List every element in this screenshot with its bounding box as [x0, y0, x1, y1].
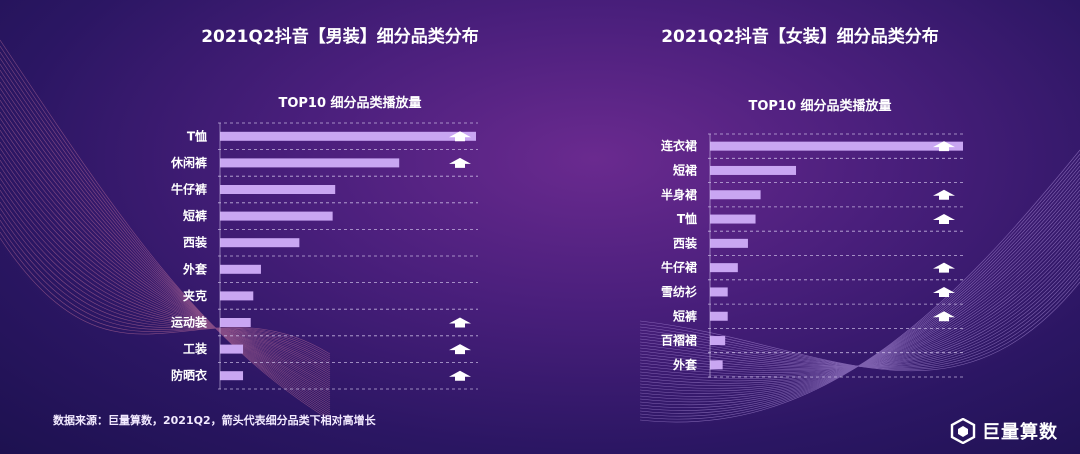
female-bar	[710, 287, 728, 297]
male-bar	[220, 264, 261, 274]
female-chart-title: 2021Q2抖音【女装】细分品类分布	[661, 27, 939, 47]
female-growth-arrow-icon	[933, 311, 955, 322]
female-category-label: 西装	[673, 235, 697, 250]
female-bar	[710, 336, 726, 346]
female-bar	[710, 190, 761, 200]
male-bar	[220, 131, 476, 141]
male-bar	[220, 291, 254, 301]
male-growth-arrow-icon	[449, 157, 471, 168]
female-growth-arrow-icon	[933, 262, 955, 273]
female-bar	[710, 263, 738, 273]
logo-icon	[950, 418, 976, 444]
female-bar	[710, 165, 797, 175]
female-bar	[710, 141, 963, 151]
male-growth-arrow-icon	[449, 370, 471, 381]
male-bar	[220, 318, 251, 327]
male-category-label: 工装	[183, 341, 207, 356]
male-growth-arrow-icon	[449, 344, 471, 355]
female-category-label: 短裙	[673, 162, 697, 177]
female-growth-arrow-icon	[933, 214, 955, 225]
female-bar	[710, 360, 723, 370]
male-bar	[220, 211, 333, 221]
data-source-note: 数据来源：巨量算数，2021Q2，箭头代表细分品类下相对高增长	[53, 414, 376, 427]
male-bar	[220, 158, 400, 168]
female-category-label: 百褶裙	[661, 333, 697, 348]
male-bar	[220, 238, 300, 248]
female-growth-arrow-icon	[933, 189, 955, 200]
female-category-label: 连衣裙	[661, 138, 697, 153]
male-chart-subtitle: TOP10 细分品类播放量	[278, 96, 422, 111]
female-category-label: 短裤	[673, 308, 697, 323]
male-category-label: 牛仔裤	[171, 182, 207, 197]
male-chart-title: 2021Q2抖音【男装】细分品类分布	[201, 27, 479, 47]
female-growth-arrow-icon	[933, 141, 955, 152]
male-category-label: 防晒衣	[171, 368, 207, 383]
male-category-label: 休闲裤	[170, 155, 207, 170]
male-bar	[220, 185, 336, 194]
male-category-label: 外套	[183, 261, 208, 276]
logo-text: 巨量算数	[982, 422, 1058, 443]
female-chart-subtitle: TOP10 细分品类播放量	[748, 99, 892, 114]
male-growth-arrow-icon	[449, 317, 471, 328]
female-category-label: 半身裙	[661, 187, 697, 202]
female-bar	[710, 214, 756, 224]
female-category-label: 外套	[673, 357, 698, 372]
female-bar	[710, 311, 728, 321]
male-category-label: 西装	[183, 235, 207, 250]
female-bar	[710, 238, 748, 248]
male-category-label: 运动装	[171, 315, 207, 330]
male-growth-arrow-icon	[449, 131, 471, 142]
female-growth-arrow-icon	[933, 286, 955, 297]
male-category-label: 短裤	[183, 208, 207, 223]
female-category-label: 牛仔裙	[661, 260, 697, 275]
female-category-label: 雪纺衫	[661, 284, 697, 299]
male-category-label: 夹克	[183, 288, 207, 303]
female-category-label: T恤	[677, 211, 697, 226]
brand-logo: 巨量算数	[950, 418, 1058, 444]
male-category-label: T恤	[187, 128, 207, 143]
male-bar	[220, 344, 244, 354]
male-bar	[220, 371, 244, 381]
